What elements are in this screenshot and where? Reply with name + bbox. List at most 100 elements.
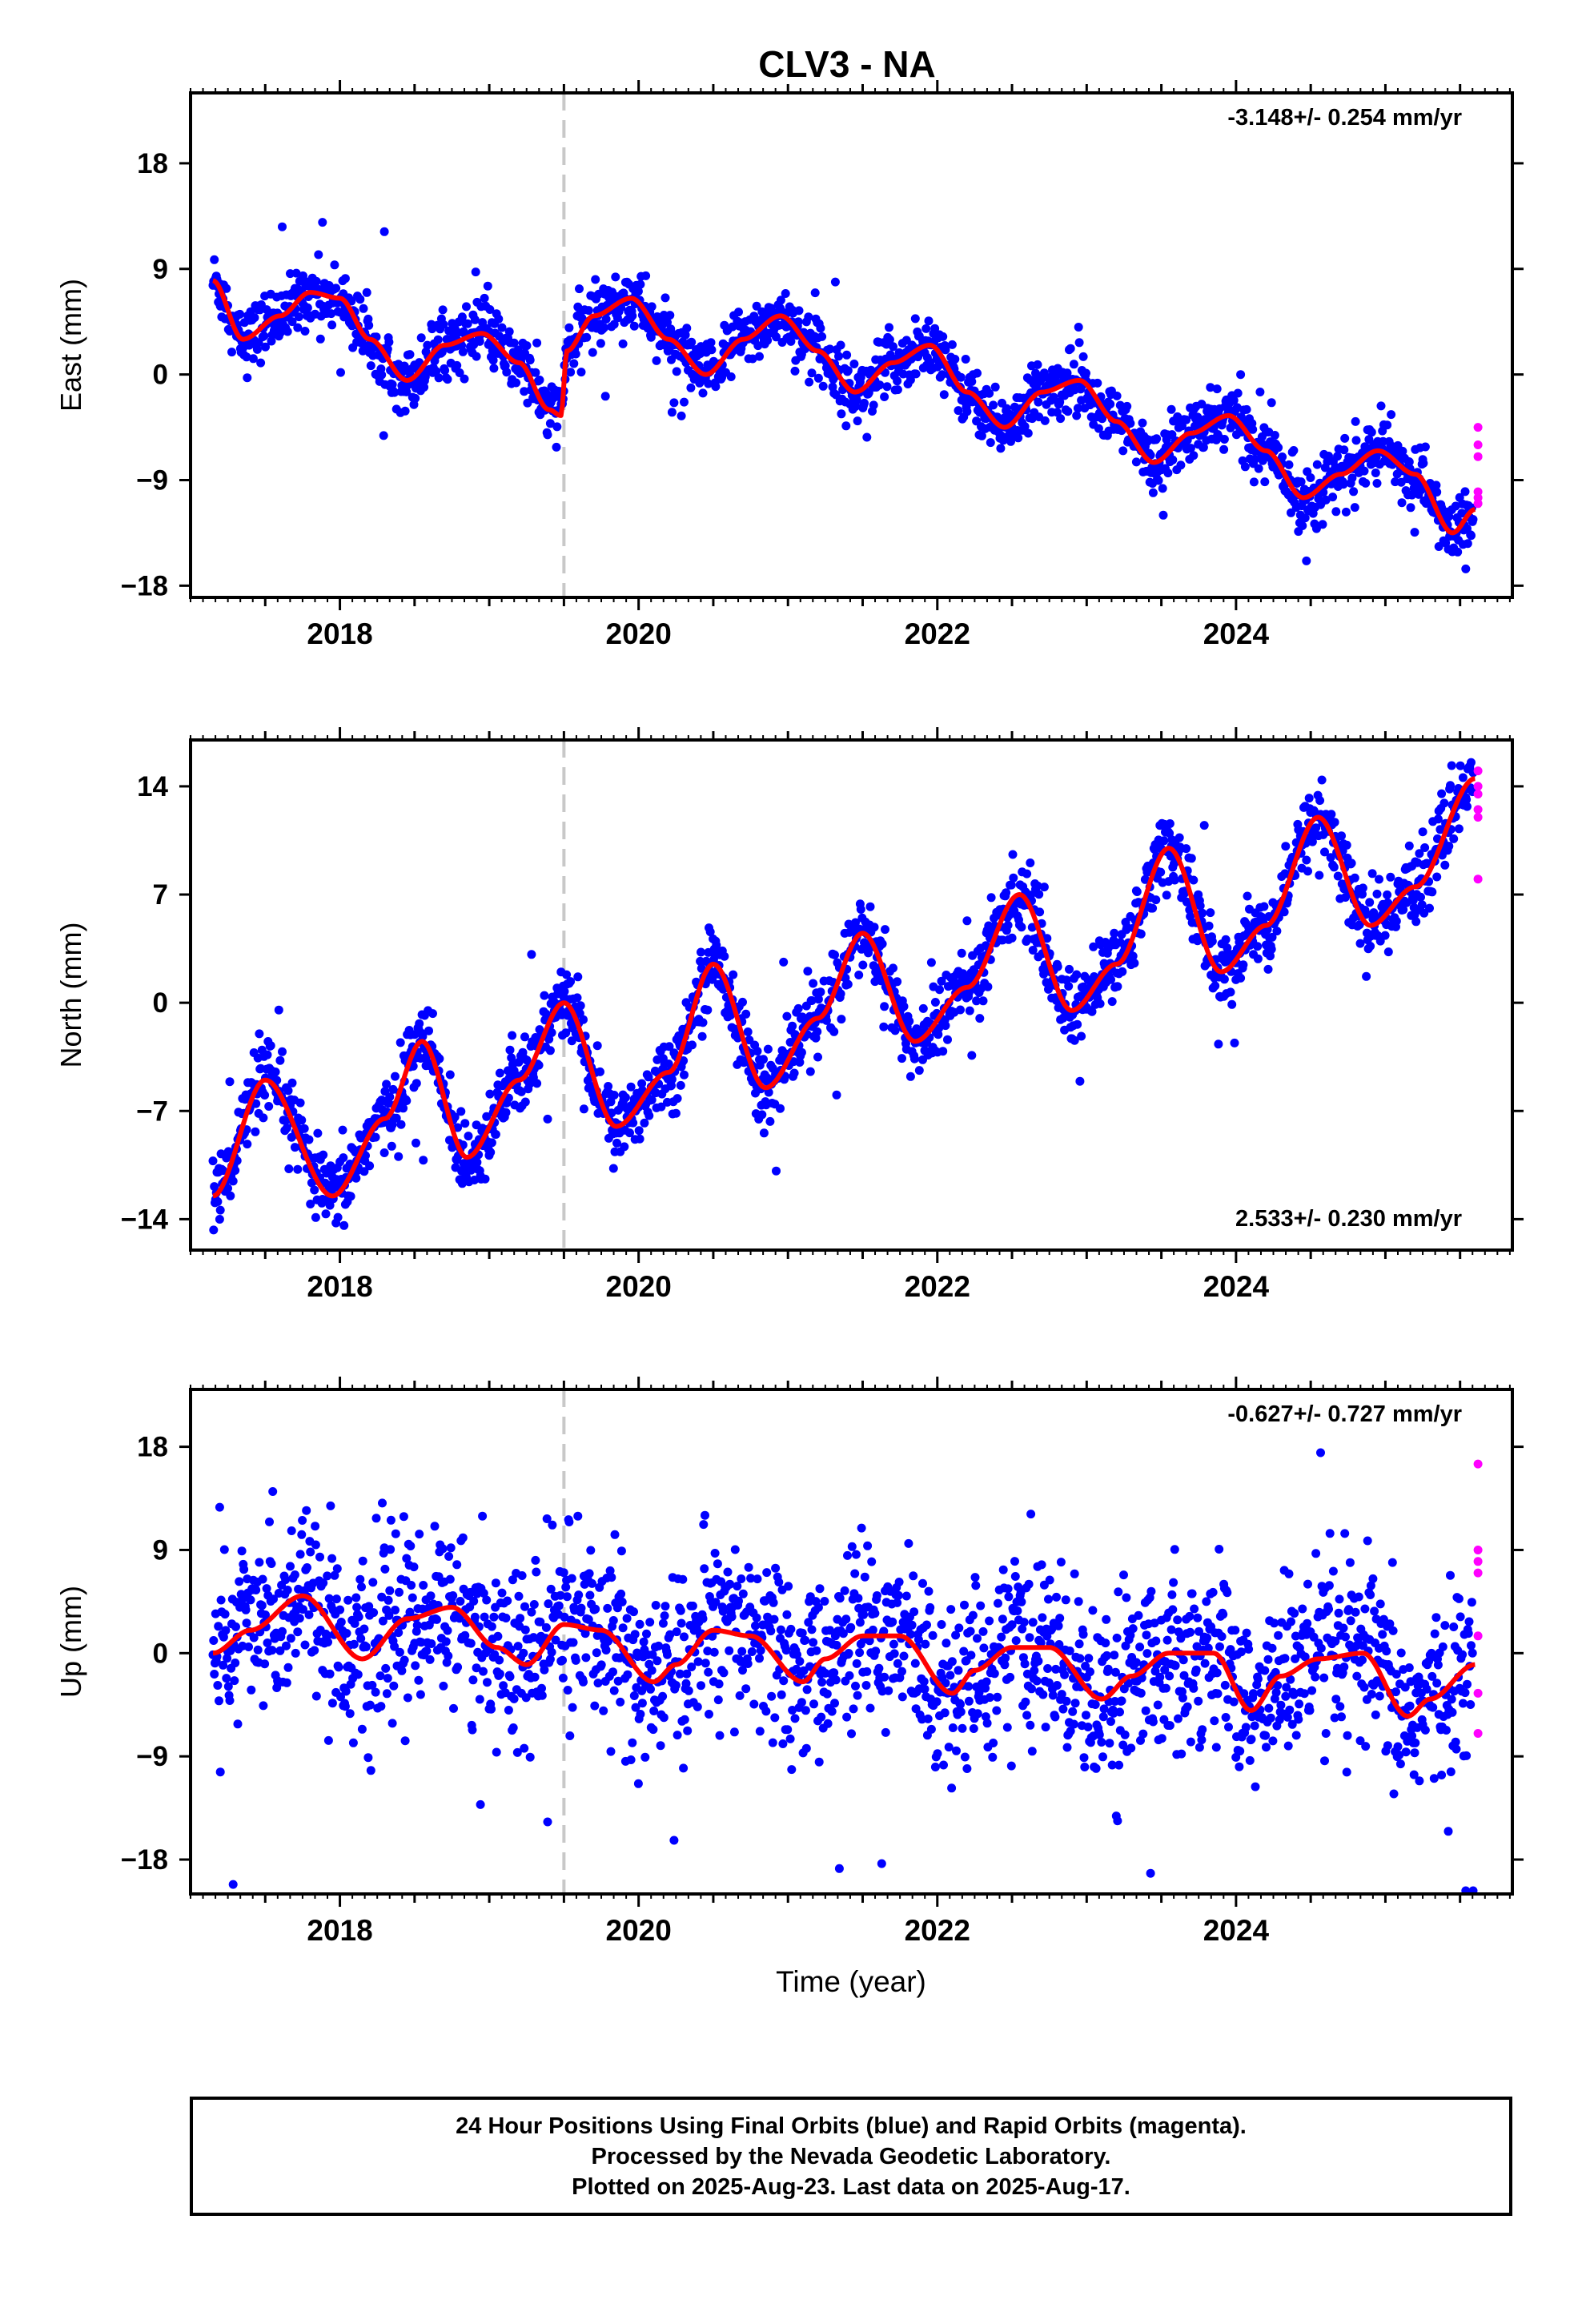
final-orbit-point xyxy=(600,323,609,332)
final-orbit-point xyxy=(478,1511,488,1521)
final-orbit-point xyxy=(1367,869,1377,879)
final-orbit-point xyxy=(629,321,639,331)
final-orbit-point xyxy=(726,372,736,381)
final-orbit-point xyxy=(938,1047,948,1056)
final-orbit-point xyxy=(810,288,820,298)
final-orbit-point xyxy=(333,1212,343,1222)
final-orbit-point xyxy=(1306,473,1315,482)
final-orbit-point xyxy=(1166,404,1176,414)
final-orbit-point xyxy=(1449,834,1459,843)
final-orbit-point xyxy=(381,1663,391,1673)
final-orbit-point xyxy=(620,1093,630,1102)
final-orbit-point xyxy=(287,1078,297,1088)
final-orbit-point xyxy=(520,387,529,396)
final-orbit-point xyxy=(910,314,920,324)
final-orbit-point xyxy=(460,374,469,384)
final-orbit-point xyxy=(1207,936,1217,946)
final-orbit-point xyxy=(251,1586,261,1594)
final-orbit-point xyxy=(911,369,921,379)
final-orbit-point xyxy=(494,314,504,324)
final-orbit-point xyxy=(331,283,341,293)
final-orbit-point xyxy=(522,341,532,351)
final-orbit-point xyxy=(383,1674,392,1683)
final-orbit-point xyxy=(776,1104,785,1113)
y-tick-label: 14 xyxy=(137,771,168,802)
final-orbit-point xyxy=(1467,758,1476,767)
final-orbit-point xyxy=(311,1691,321,1701)
final-orbit-point xyxy=(1199,821,1209,830)
final-orbit-point xyxy=(311,1522,320,1531)
final-orbit-point xyxy=(593,1679,603,1688)
final-orbit-point xyxy=(315,334,325,344)
final-orbit-point xyxy=(444,1552,454,1561)
final-orbit-point xyxy=(862,432,872,442)
final-orbit-point xyxy=(836,989,845,999)
final-orbit-point xyxy=(1163,468,1173,478)
final-orbit-point xyxy=(283,327,292,336)
final-orbit-point xyxy=(1302,855,1311,865)
final-orbit-point xyxy=(973,368,982,378)
final-orbit-point xyxy=(318,218,327,227)
rapid-orbit-point xyxy=(1473,423,1483,432)
final-orbit-point xyxy=(369,1608,379,1618)
final-orbit-point xyxy=(1318,520,1327,529)
final-orbit-point xyxy=(1337,831,1346,841)
final-orbit-point xyxy=(470,1612,480,1622)
final-orbit-point xyxy=(444,1651,453,1661)
final-orbit-point xyxy=(460,1119,470,1128)
final-orbit-point xyxy=(1333,871,1343,881)
final-orbit-point xyxy=(957,948,966,958)
final-orbit-point xyxy=(573,1511,583,1521)
final-orbit-point xyxy=(472,352,481,361)
final-orbit-point xyxy=(962,916,972,926)
final-orbit-point xyxy=(1073,1019,1082,1029)
final-orbit-point xyxy=(889,342,897,352)
final-orbit-point xyxy=(514,1591,524,1601)
final-orbit-point xyxy=(641,271,651,280)
final-orbit-point xyxy=(504,327,514,336)
final-orbit-point xyxy=(1351,416,1360,426)
final-orbit-point xyxy=(293,1164,303,1174)
y-tick-label: 18 xyxy=(137,148,168,179)
final-orbit-point xyxy=(1242,404,1251,414)
final-orbit-point xyxy=(334,1663,343,1672)
final-orbit-point xyxy=(939,390,949,400)
final-orbit-point xyxy=(1386,872,1395,882)
final-orbit-point xyxy=(1107,997,1117,1007)
final-orbit-point xyxy=(216,1595,226,1605)
final-orbit-point xyxy=(707,345,717,355)
final-orbit-point xyxy=(457,312,467,322)
final-orbit-point xyxy=(246,1595,255,1605)
final-orbit-point xyxy=(371,1687,380,1697)
final-orbit-point xyxy=(295,1098,305,1108)
final-orbit-point xyxy=(1148,903,1158,913)
final-orbit-point xyxy=(486,1148,496,1157)
final-orbit-point xyxy=(438,305,448,315)
final-orbit-point xyxy=(540,1665,549,1675)
final-orbit-point xyxy=(1154,476,1163,485)
velocity-label: 2.533+/- 0.230 mm/yr xyxy=(1235,1206,1462,1232)
final-orbit-point xyxy=(530,1672,540,1682)
final-orbit-point xyxy=(1315,870,1324,880)
final-orbit-point xyxy=(1350,503,1359,513)
final-orbit-point xyxy=(336,1618,346,1626)
final-orbit-point xyxy=(860,398,869,408)
final-orbit-point xyxy=(865,902,875,911)
final-orbit-point xyxy=(348,1738,358,1747)
final-orbit-point xyxy=(239,1565,249,1574)
final-orbit-point xyxy=(321,1209,331,1219)
final-orbit-point xyxy=(275,1055,285,1065)
final-orbit-point xyxy=(688,1040,697,1050)
final-orbit-point xyxy=(1383,947,1393,957)
final-orbit-point xyxy=(564,323,574,332)
final-orbit-point xyxy=(405,350,415,360)
final-orbit-point xyxy=(829,1027,839,1036)
final-orbit-point xyxy=(391,1072,400,1081)
final-orbit-point xyxy=(233,1719,243,1729)
final-orbit-point xyxy=(303,1563,311,1572)
final-orbit-point xyxy=(914,1066,924,1076)
final-orbit-point xyxy=(385,1586,395,1595)
final-orbit-point xyxy=(365,1161,375,1171)
final-orbit-point xyxy=(1072,970,1082,979)
final-orbit-point xyxy=(1289,446,1299,455)
